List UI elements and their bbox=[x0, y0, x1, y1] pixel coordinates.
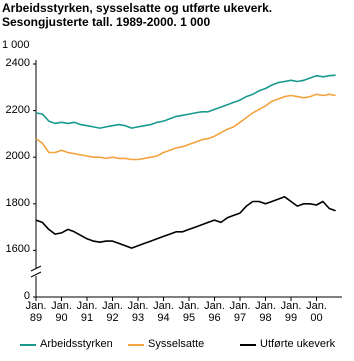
x-tick-label: Jan. 90 bbox=[51, 300, 72, 324]
chart-title: Arbeidsstyrken, sysselsatte og utførte u… bbox=[2, 1, 273, 15]
axis-break-mark bbox=[30, 265, 42, 272]
x-tick-label: Jan. 92 bbox=[102, 300, 123, 324]
series-line bbox=[35, 74, 336, 129]
x-tick-label: Jan. 00 bbox=[306, 300, 327, 324]
x-tick-label: Jan. 94 bbox=[153, 300, 174, 324]
y-axis-label: 1 000 bbox=[2, 39, 30, 51]
y-tick-label: 2200 bbox=[5, 103, 30, 116]
series-line bbox=[35, 196, 336, 249]
series-line bbox=[35, 93, 336, 161]
x-tick-label: Jan. 99 bbox=[280, 300, 302, 324]
x-tick-label: Jan. 93 bbox=[127, 300, 149, 324]
x-tick-label: Jan. 91 bbox=[76, 300, 98, 324]
x-tick-label: Jan. 97 bbox=[229, 300, 251, 324]
legend-label: Utførte ukeverk bbox=[260, 338, 336, 350]
y-tick-label: 2400 bbox=[5, 57, 30, 69]
x-tick-label: Jan. 95 bbox=[178, 300, 200, 324]
chart-subtitle: Sesongjusterte tall. 1989-2000. 1 000 bbox=[2, 15, 211, 29]
x-tick-label: Jan. 89 bbox=[25, 300, 47, 324]
axis-break-gap bbox=[31, 268, 41, 276]
x-tick-label: Jan. 98 bbox=[255, 300, 276, 324]
y-tick-label: 1800 bbox=[5, 196, 30, 209]
y-tick-label: 2000 bbox=[5, 150, 30, 163]
axis-break-mark bbox=[30, 271, 42, 278]
legend-label: Sysselsatte bbox=[148, 338, 205, 350]
y-tick-label: 1600 bbox=[5, 243, 30, 256]
y-tick-label: 0 bbox=[23, 290, 30, 302]
x-tick-label: Jan. 96 bbox=[204, 300, 225, 324]
legend-label: Arbeidsstyrken bbox=[40, 338, 113, 350]
